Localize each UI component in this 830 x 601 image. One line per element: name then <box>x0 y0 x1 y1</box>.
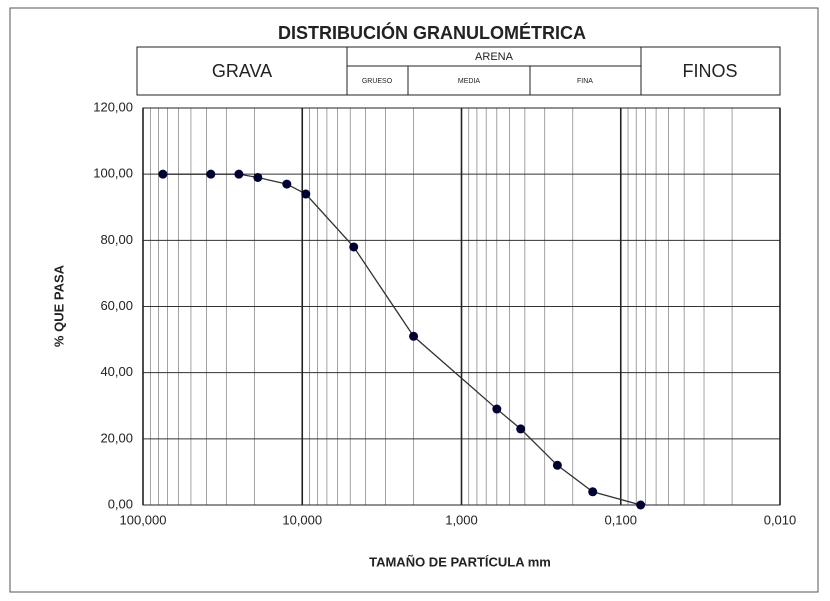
y-tick-label: 80,00 <box>100 232 133 247</box>
chart-title: DISTRIBUCIÓN GRANULOMÉTRICA <box>278 22 586 43</box>
x-tick-label: 0,010 <box>764 512 797 527</box>
header-cell: ARENA <box>475 51 514 63</box>
data-point <box>206 169 216 179</box>
y-tick-label: 60,00 <box>100 298 133 313</box>
header-cell: FINOS <box>682 61 737 81</box>
header-cell: GRUESO <box>362 78 393 85</box>
header-cell: MEDIA <box>458 78 481 85</box>
series-line <box>162 173 641 506</box>
x-tick-label: 100,000 <box>120 512 167 527</box>
data-point <box>158 169 168 179</box>
frame <box>9 7 819 593</box>
y-tick-label: 100,00 <box>93 166 133 181</box>
data-point <box>588 487 598 497</box>
x-tick-label: 0,100 <box>604 512 637 527</box>
data-point <box>552 460 562 470</box>
data-point <box>636 500 646 510</box>
x-tick-label: 1,000 <box>445 512 478 527</box>
data-point <box>253 172 263 182</box>
y-tick-label: 0,00 <box>108 496 133 511</box>
y-tick-label: 40,00 <box>100 364 133 379</box>
y-tick-label: 20,00 <box>100 430 133 445</box>
x-axis-label: TAMAÑO DE PARTÍCULA mm <box>369 554 551 569</box>
data-point <box>409 331 419 341</box>
plot-frame <box>142 107 781 506</box>
data-point <box>492 404 502 414</box>
y-tick-label: 120,00 <box>93 99 133 114</box>
data-point <box>349 242 359 252</box>
header-table <box>136 46 781 96</box>
header-cell: FINA <box>577 78 593 85</box>
data-point <box>234 169 244 179</box>
y-axis-label: % QUE PASA <box>51 264 66 347</box>
x-tick-label: 10,000 <box>282 512 322 527</box>
data-point <box>516 424 526 434</box>
data-point <box>301 189 311 199</box>
data-point <box>282 179 292 189</box>
header-cell: GRAVA <box>212 61 272 81</box>
